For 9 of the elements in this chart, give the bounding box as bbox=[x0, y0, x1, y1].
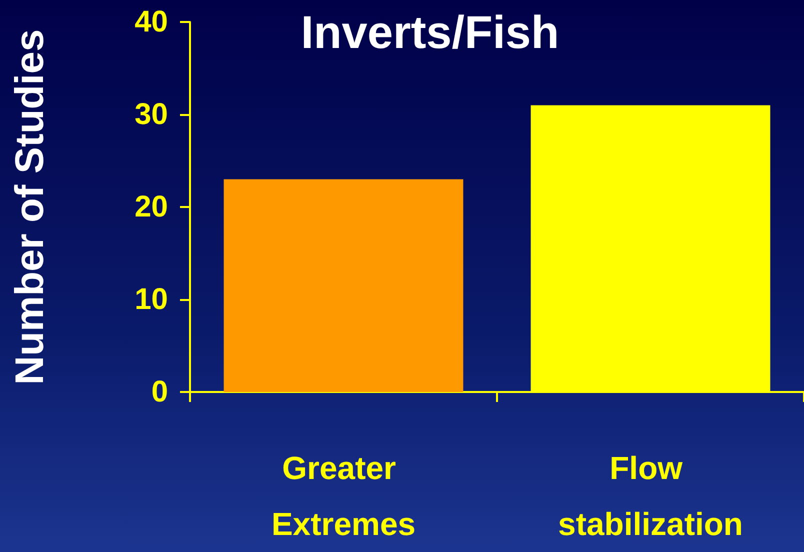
y-tick-label: 0 bbox=[151, 376, 168, 408]
y-tick-label: 10 bbox=[134, 283, 168, 316]
y-axis-title: Number of Studies bbox=[8, 29, 52, 385]
y-tick-label: 40 bbox=[134, 6, 168, 38]
x-tick-label: Greater Extremes bbox=[271, 450, 416, 542]
y-tick-label: 30 bbox=[134, 98, 168, 131]
y-tick-label: 20 bbox=[134, 190, 168, 224]
x-tick-label: Flow stabilization bbox=[558, 450, 743, 542]
chart-title: Inverts/Fish bbox=[300, 6, 560, 58]
